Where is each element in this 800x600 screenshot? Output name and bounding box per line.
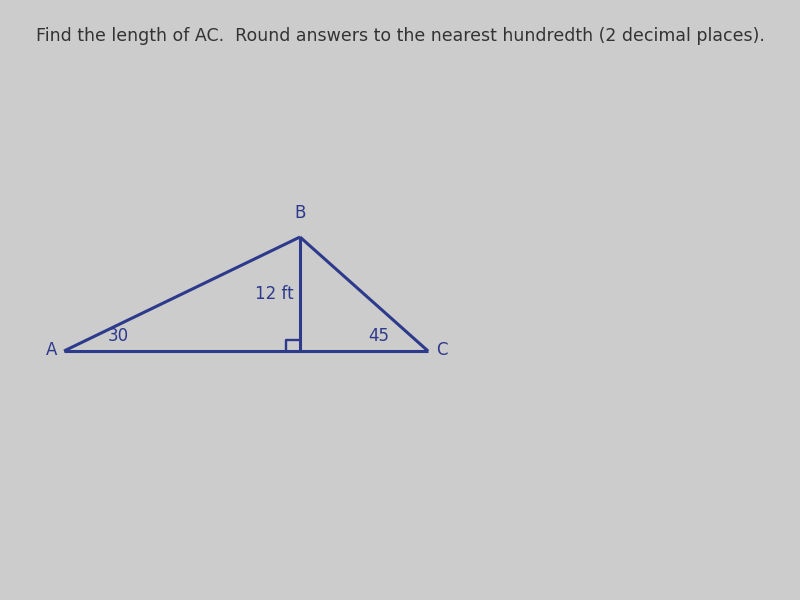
Text: A: A	[46, 341, 58, 359]
Text: 30: 30	[108, 327, 129, 345]
Text: 12 ft: 12 ft	[255, 285, 294, 303]
Text: 45: 45	[368, 327, 389, 345]
Text: Find the length of AC.  Round answers to the nearest hundredth (2 decimal places: Find the length of AC. Round answers to …	[35, 27, 765, 45]
Text: B: B	[294, 204, 306, 222]
Text: C: C	[436, 341, 447, 359]
